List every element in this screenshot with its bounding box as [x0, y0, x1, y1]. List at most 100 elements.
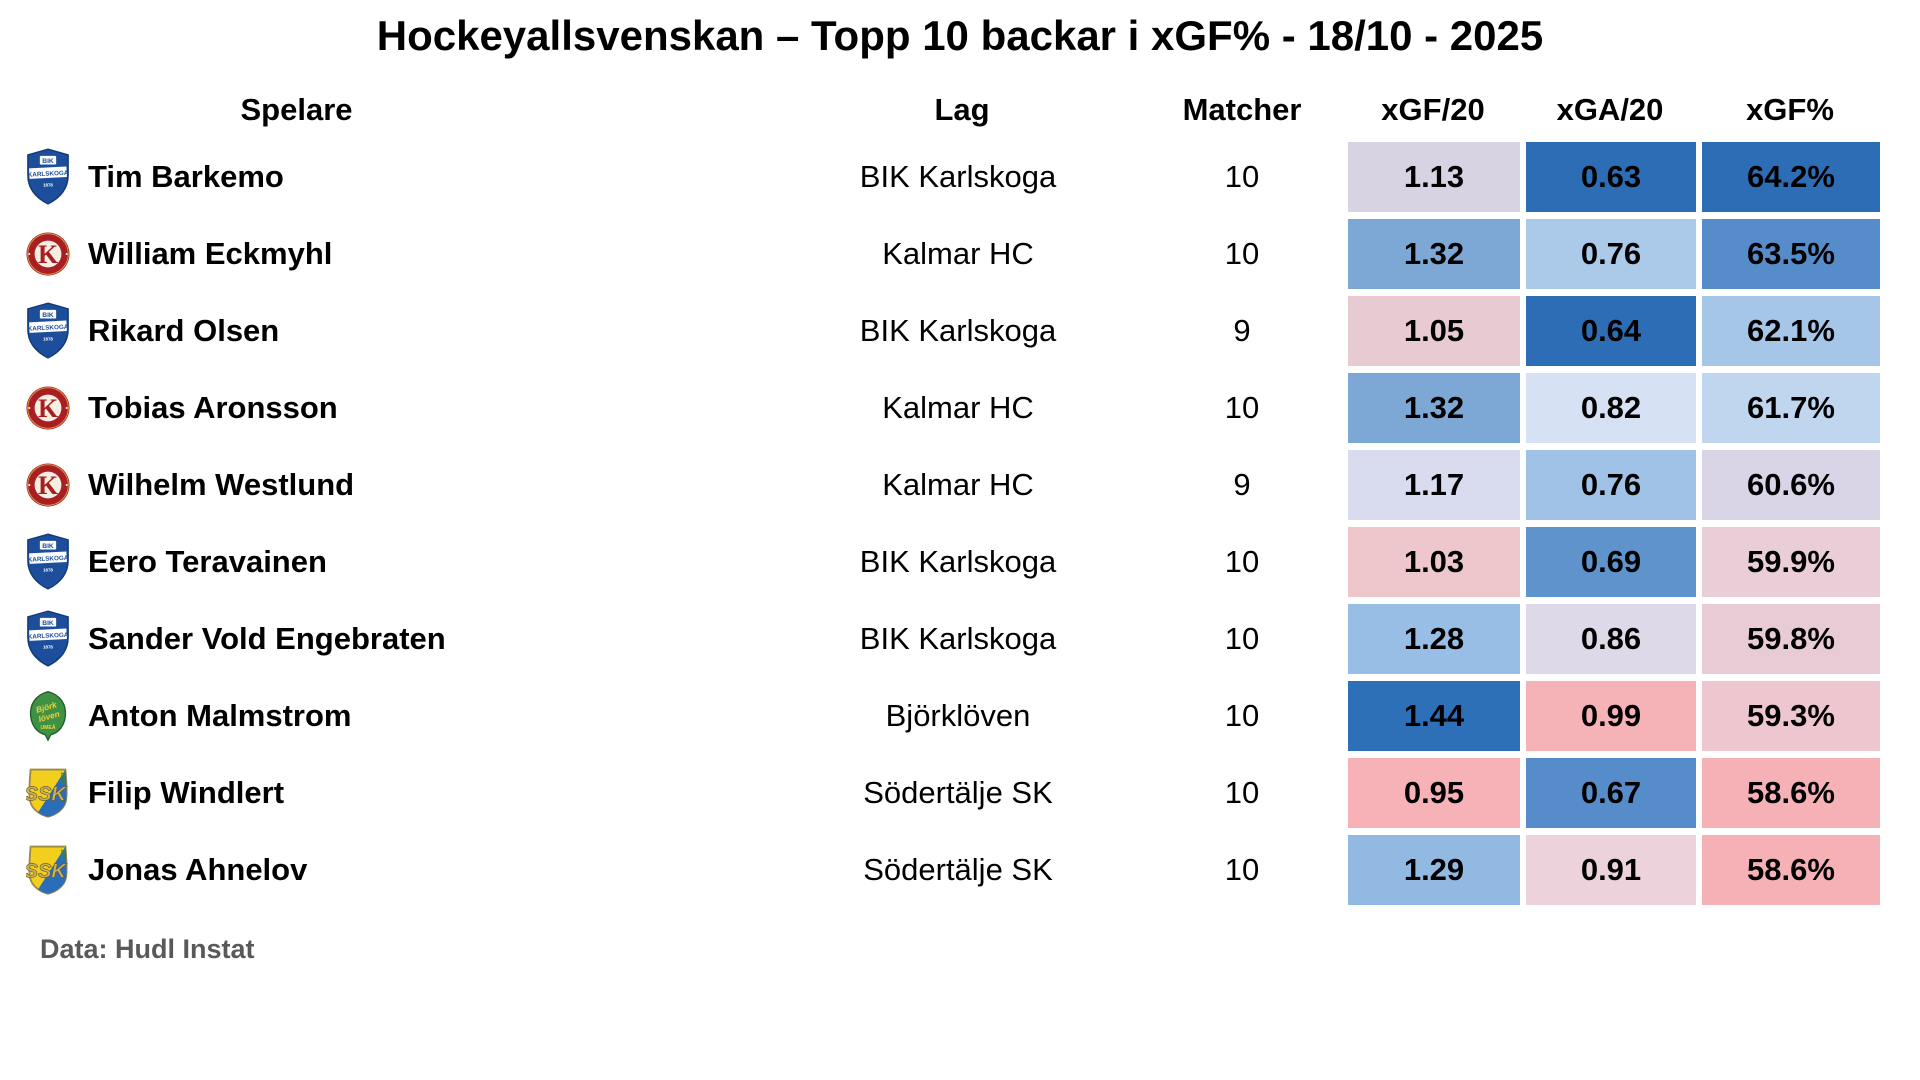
col-header-matcher: Matcher	[1182, 92, 1302, 127]
table-row: K William Eckmyhl Kalmar HC 10 1.32 0.76 63.5…	[0, 215, 1920, 292]
svg-text:KARLSKOGA: KARLSKOGA	[28, 169, 69, 178]
player-name: Tim Barkemo	[88, 158, 284, 194]
table-row: BIK KARLSKOGA 1878 Rikard Olsen BIK Karls…	[0, 292, 1920, 369]
xga20-cell: 0.63	[1526, 141, 1696, 212]
team-name: Björklöven	[885, 697, 1031, 733]
team-name: BIK Karlskoga	[859, 312, 1057, 348]
xgfpct-cell: 61.7%	[1702, 372, 1880, 443]
player-name: Rikard Olsen	[88, 312, 280, 348]
svg-text:BIK: BIK	[42, 157, 54, 164]
matches-value: 10	[1224, 774, 1260, 810]
sodertalje-sk-logo: SSK 1902	[24, 840, 72, 900]
team-name: Södertälje SK	[863, 774, 1053, 810]
player-cell: BIK KARLSKOGA 1878 Sander Vold Engebrate…	[24, 609, 724, 669]
xgfpct-cell: 60.6%	[1702, 449, 1880, 520]
xga20-cell: 0.91	[1526, 834, 1696, 905]
svg-text:KARLSKOGA: KARLSKOGA	[28, 631, 69, 640]
svg-text:BIK: BIK	[42, 311, 54, 318]
matches-value: 9	[1233, 312, 1251, 348]
xgfpct-cell: 64.2%	[1702, 141, 1880, 212]
player-name: Wilhelm Westlund	[88, 466, 355, 502]
matches-value: 10	[1224, 697, 1260, 733]
sodertalje-sk-logo: SSK 1902	[24, 763, 72, 823]
team-name: BIK Karlskoga	[859, 620, 1057, 656]
xgfpct-cell: 59.9%	[1702, 526, 1880, 597]
team-name: Kalmar HC	[882, 235, 1034, 271]
player-name: Jonas Ahnelov	[88, 851, 308, 887]
bik-karlskoga-logo: BIK KARLSKOGA 1878	[24, 532, 72, 592]
kalmar-hc-logo: K	[24, 378, 72, 438]
player-cell: Björk löven UMEÅ Anton Malmstrom	[24, 686, 724, 746]
xgf20-cell: 1.32	[1348, 218, 1520, 289]
svg-text:1902: 1902	[59, 772, 65, 784]
bjorkloven-logo: Björk löven UMEÅ	[24, 686, 72, 746]
table-row: BIK KARLSKOGA 1878 Eero Teravainen BIK Ka…	[0, 523, 1920, 600]
svg-text:K: K	[38, 471, 58, 500]
player-cell: K Tobias Aronsson	[24, 378, 724, 438]
team-name: Kalmar HC	[882, 389, 1034, 425]
xgf20-cell: 1.03	[1348, 526, 1520, 597]
page-title: Hockeyallsvenskan – Topp 10 backar i xGF…	[376, 12, 1544, 59]
col-header-xgf20: xGF/20	[1381, 92, 1485, 127]
table-row: K Wilhelm Westlund Kalmar HC 9 1.17 0.76 60.6…	[0, 446, 1920, 523]
matches-value: 10	[1224, 851, 1260, 887]
svg-text:SSK: SSK	[26, 784, 67, 806]
data-source-note: Data: Hudl Instat	[40, 934, 255, 964]
table-row: K Tobias Aronsson Kalmar HC 10 1.32 0.82 61.7…	[0, 369, 1920, 446]
team-name: BIK Karlskoga	[859, 543, 1057, 579]
team-name: BIK Karlskoga	[859, 158, 1057, 194]
player-name: Eero Teravainen	[88, 543, 327, 579]
svg-text:1878: 1878	[43, 644, 53, 649]
svg-text:1878: 1878	[43, 182, 53, 187]
player-cell: K Wilhelm Westlund	[24, 455, 724, 515]
matches-value: 10	[1224, 620, 1260, 656]
player-cell: K William Eckmyhl	[24, 224, 724, 284]
table-row: Björk löven UMEÅ Anton Malmstrom Björklöv…	[0, 677, 1920, 754]
table-row: BIK KARLSKOGA 1878 Sander Vold Engebrate…	[0, 600, 1920, 677]
team-name: Södertälje SK	[863, 851, 1053, 887]
matches-value: 10	[1224, 389, 1260, 425]
player-name: Tobias Aronsson	[88, 389, 338, 425]
table-row: SSK 1902 Jonas Ahnelov Södertälje SK 10 1.2…	[0, 831, 1920, 908]
bik-karlskoga-logo: BIK KARLSKOGA 1878	[24, 147, 72, 207]
player-name: Anton Malmstrom	[88, 697, 352, 733]
bik-karlskoga-logo: BIK KARLSKOGA 1878	[24, 609, 72, 669]
player-name: Filip Windlert	[88, 774, 285, 810]
svg-text:BIK: BIK	[42, 619, 54, 626]
xga20-cell: 0.99	[1526, 680, 1696, 751]
kalmar-hc-logo: K	[24, 224, 72, 284]
xgf20-cell: 1.44	[1348, 680, 1520, 751]
matches-value: 10	[1224, 543, 1260, 579]
table-row: SSK 1902 Filip Windlert Södertälje SK 10 0.…	[0, 754, 1920, 831]
player-cell: BIK KARLSKOGA 1878 Eero Teravainen	[24, 532, 724, 592]
xgf20-cell: 1.29	[1348, 834, 1520, 905]
bik-karlskoga-logo: BIK KARLSKOGA 1878	[24, 301, 72, 361]
xgf20-cell: 1.17	[1348, 449, 1520, 520]
player-cell: SSK 1902 Jonas Ahnelov	[24, 840, 724, 900]
xga20-cell: 0.76	[1526, 449, 1696, 520]
table-row: BIK KARLSKOGA 1878 Tim Barkemo BIK Karlsk…	[0, 138, 1920, 215]
matches-value: 10	[1224, 235, 1260, 271]
xga20-cell: 0.86	[1526, 603, 1696, 674]
svg-text:1878: 1878	[43, 336, 53, 341]
xga20-cell: 0.76	[1526, 218, 1696, 289]
xgfpct-cell: 63.5%	[1702, 218, 1880, 289]
svg-text:BIK: BIK	[42, 542, 54, 549]
svg-text:UMEÅ: UMEÅ	[40, 724, 55, 731]
svg-text:KARLSKOGA: KARLSKOGA	[28, 554, 69, 563]
player-name: William Eckmyhl	[88, 235, 333, 271]
table-header: Spelare Lag Matcher xGF/20 xGA/20 xGF%	[0, 90, 1920, 130]
svg-text:SSK: SSK	[26, 861, 67, 883]
svg-text:1878: 1878	[43, 567, 53, 572]
xga20-cell: 0.82	[1526, 372, 1696, 443]
col-header-xgfpct: xGF%	[1746, 92, 1834, 127]
svg-text:KARLSKOGA: KARLSKOGA	[28, 323, 69, 332]
xgfpct-cell: 58.6%	[1702, 834, 1880, 905]
matches-value: 9	[1233, 466, 1251, 502]
xgfpct-cell: 62.1%	[1702, 295, 1880, 366]
svg-text:K: K	[38, 240, 58, 269]
xgf20-cell: 1.05	[1348, 295, 1520, 366]
matches-value: 10	[1224, 158, 1260, 194]
table-body: BIK KARLSKOGA 1878 Tim Barkemo BIK Karlsk…	[0, 138, 1920, 908]
